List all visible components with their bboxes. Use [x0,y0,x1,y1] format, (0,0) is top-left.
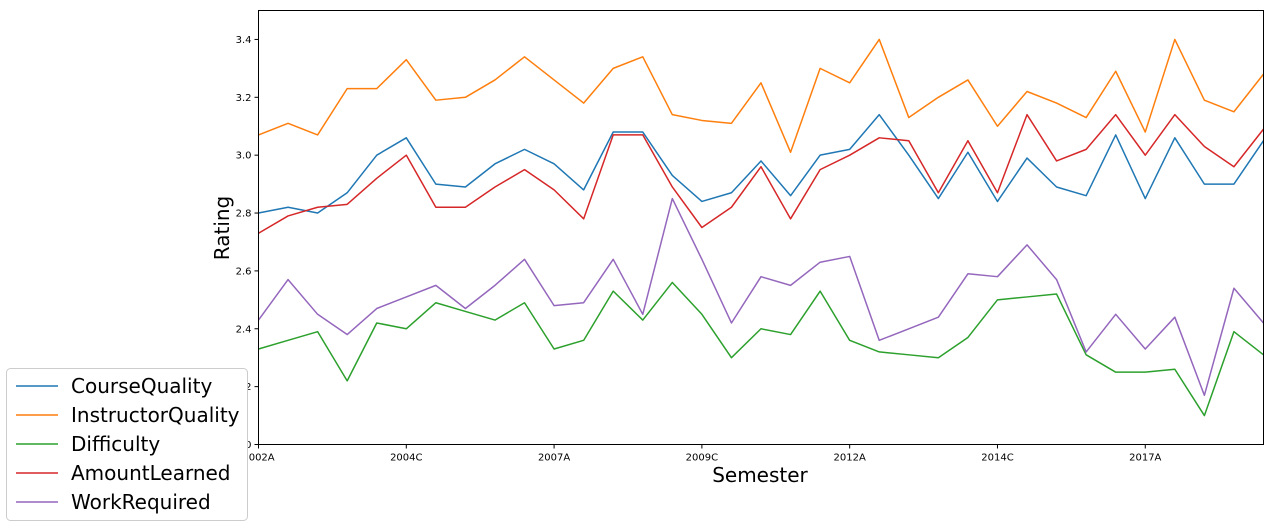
legend: CourseQuality InstructorQuality Difficulty… [6,368,248,521]
y-tick-label: 2.4 [236,324,252,335]
y-tick-label: 2.6 [236,266,252,277]
y-tick-label: 3.2 [236,93,252,104]
x-tick-label: 2007A [538,453,570,464]
x-axis-label: Semester [712,463,808,487]
x-tick-label: 2014C [981,453,1013,464]
y-tick-label: 3.4 [236,35,252,46]
legend-label-coursequality: CourseQuality [71,374,212,398]
legend-frame [6,368,248,521]
x-tick-label: 2004C [390,453,422,464]
y-tick-label: 2.8 [236,209,252,220]
series-line-difficulty [258,281,1264,417]
series-line-amountlearned [258,113,1265,234]
series-lines-layer [257,38,1265,417]
y-tick-label: 3.0 [236,151,252,162]
series-line-instructorquality [258,38,1265,154]
legend-label-difficulty: Difficulty [71,432,160,456]
legend-label-workrequired: WorkRequired [71,490,211,514]
series-line-coursequality [258,113,1265,214]
x-tick-label: 2017A [1129,453,1161,464]
x-axis: 2002A 2004C 2007A 2009C 2012A 2014C 2017A [242,444,1162,464]
legend-label-instructorquality: InstructorQuality [71,403,240,427]
x-tick-label: 2002A [242,453,274,464]
plot-frame [258,10,1264,445]
legend-label-amountlearned: AmountLearned [71,461,231,485]
y-axis-label: Rating [210,196,234,260]
x-tick-label: 2009C [686,453,718,464]
x-tick-label: 2012A [834,453,866,464]
series-line-workrequired [257,197,1265,397]
